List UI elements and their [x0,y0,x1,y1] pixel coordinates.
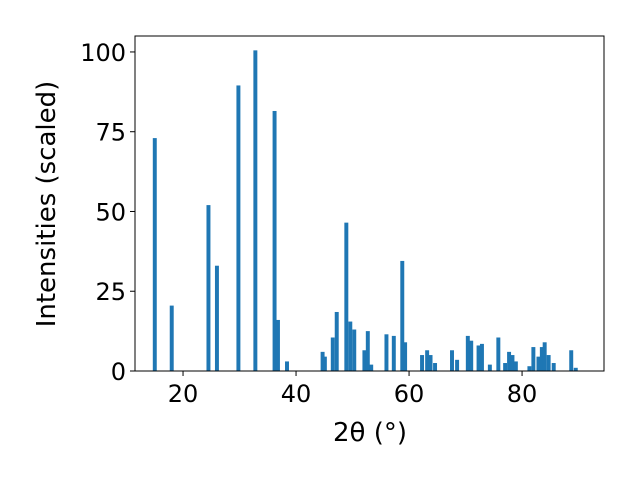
bar [272,110,277,371]
bar [536,356,541,371]
bar [455,359,460,371]
bar [531,347,536,371]
x-tick-label: 40 [281,380,312,408]
x-tick-label: 60 [394,380,425,408]
bar [403,342,408,371]
bar [365,331,370,371]
bar [569,350,574,371]
bar [253,50,258,372]
bar [275,319,280,371]
bar [465,335,470,371]
bar [391,335,396,371]
plot-frame [134,35,605,372]
bar [362,350,367,371]
y-tick-label: 25 [95,278,126,306]
bar [503,363,508,371]
bar [546,355,551,371]
bar [384,334,389,371]
bar [542,342,547,371]
bar [334,311,339,371]
x-axis: 20 40 60 80 [168,371,538,408]
bar [469,340,474,371]
bar [551,363,556,371]
bar [425,350,430,371]
bar [513,361,518,371]
bar [496,337,501,371]
x-tick-label: 20 [168,380,199,408]
y-tick-label: 75 [95,119,126,147]
bar [206,205,211,371]
bar [400,260,405,371]
bar [539,347,544,371]
x-tick-label: 80 [507,380,538,408]
bar [152,138,157,371]
bar [320,351,325,371]
bar [433,363,438,371]
y-tick-label: 50 [95,198,126,226]
bar [487,364,492,371]
bar [285,361,289,371]
bar [527,366,532,371]
bar [169,305,174,371]
y-tick-label: 0 [111,358,126,386]
bar [344,222,349,371]
bar [348,321,353,371]
bar [352,329,357,371]
bar [428,355,433,371]
bar [510,355,515,371]
bar [330,337,335,371]
bar [476,345,481,371]
bar [573,367,578,371]
bar [479,343,484,371]
y-axis-label: Intensities (scaled) [32,81,62,328]
bar [507,351,512,371]
bar [214,265,219,371]
y-tick-label: 100 [80,39,126,67]
bar [420,355,425,371]
bar [369,364,374,371]
bar [450,350,454,371]
y-axis: 0 25 50 75 100 [80,39,135,386]
bars-group [152,50,578,372]
bar [322,356,327,371]
bar [236,85,241,371]
x-axis-label: 2θ (°) [333,418,407,448]
